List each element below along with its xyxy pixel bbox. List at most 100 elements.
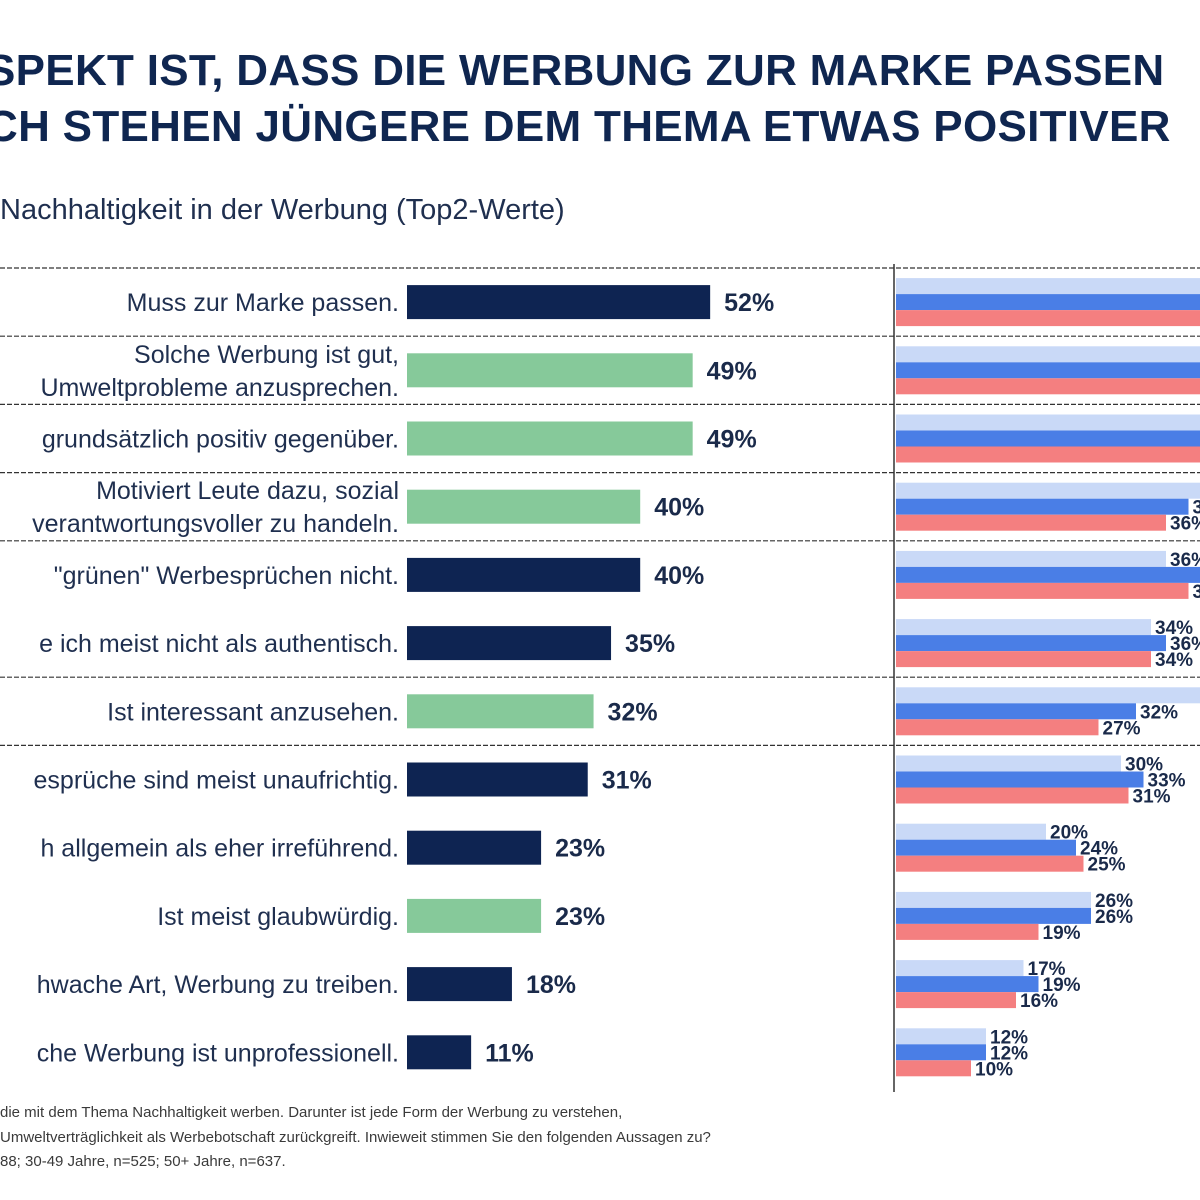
age-group-bar — [896, 514, 1166, 531]
total-value-label: 18% — [526, 971, 576, 999]
age-group-bar — [896, 719, 1099, 736]
age-group-bar — [896, 1028, 986, 1045]
age-group-bar — [896, 294, 1200, 311]
age-group-bar — [896, 566, 1200, 583]
age-group-value-label: 39% — [1193, 498, 1200, 519]
age-group-bar — [896, 823, 1046, 840]
age-group-bar — [896, 703, 1136, 720]
total-bar — [407, 898, 542, 933]
age-group-value-label: 31% — [1133, 787, 1171, 808]
total-bar — [407, 1035, 472, 1070]
statement-label: esprüche sind meist unaufrichtig. — [34, 767, 399, 795]
statement-label: e ich meist nicht als authentisch. — [39, 630, 399, 658]
total-value-label: 52% — [724, 289, 774, 317]
footnote-line-2: Umweltverträglichkeit als Werbebotschaft… — [0, 1129, 711, 1146]
total-bar — [407, 489, 641, 524]
statement-label: h allgemein als eher irreführend. — [40, 835, 399, 863]
footnote-line-3: 88; 30-49 Jahre, n=525; 50+ Jahre, n=637… — [0, 1153, 286, 1170]
statement-label: verantwortungsvoller zu handeln. — [32, 510, 399, 538]
total-bar — [407, 762, 588, 797]
age-group-bar — [896, 414, 1200, 431]
age-group-value-label: 20% — [1050, 823, 1088, 844]
total-value-label: 11% — [485, 1039, 534, 1067]
age-group-bar — [896, 362, 1200, 379]
statement-label: Solche Werbung ist gut, — [134, 341, 399, 369]
total-value-label: 23% — [555, 903, 605, 931]
age-group-bar — [896, 992, 1016, 1009]
age-group-value-label: 12% — [990, 1043, 1028, 1064]
total-value-label: 32% — [608, 698, 658, 726]
statement-label: Motiviert Leute dazu, sozial — [96, 477, 399, 505]
age-group-bar — [896, 960, 1024, 977]
age-group-value-label: 19% — [1043, 975, 1081, 996]
age-group-value-label: 36% — [1170, 550, 1200, 571]
total-value-label: 23% — [555, 835, 605, 863]
statement-label: Muss zur Marke passen. — [127, 289, 399, 317]
age-group-bar — [896, 891, 1091, 908]
age-group-bar — [896, 755, 1121, 772]
total-bar — [407, 830, 542, 865]
age-group-bar — [896, 923, 1039, 940]
statement-label: che Werbung ist unprofessionell. — [37, 1039, 399, 1067]
age-group-value-label: 32% — [1140, 702, 1178, 723]
age-group-value-label: 10% — [975, 1059, 1013, 1080]
total-bar — [407, 967, 512, 1002]
age-group-bar — [896, 619, 1151, 636]
statement-label: grundsätzlich positiv gegenüber. — [42, 426, 399, 454]
statement-label: Ist meist glaubwürdig. — [157, 903, 399, 931]
age-group-value-label: 19% — [1043, 923, 1081, 944]
age-group-value-label: 27% — [1103, 718, 1141, 739]
chart-subtitle: Nachhaltigkeit in der Werbung (Top2-Wert… — [0, 194, 565, 226]
statement-label: Ist interessant anzusehen. — [107, 698, 399, 726]
age-group-value-label: 17% — [1028, 959, 1066, 980]
age-group-bar — [896, 310, 1200, 327]
total-value-label: 49% — [707, 357, 757, 385]
age-group-value-label: 36% — [1170, 634, 1200, 655]
age-group-bar — [896, 446, 1200, 463]
total-bar — [407, 353, 693, 388]
age-group-bar — [896, 582, 1189, 599]
age-group-value-label: 25% — [1088, 855, 1126, 876]
age-group-bar — [896, 278, 1200, 295]
age-group-value-label: 39% — [1193, 582, 1200, 603]
age-group-value-label: 12% — [990, 1027, 1028, 1048]
page-title-line-1: SPEKT IST, DASS DIE WERBUNG ZUR MARKE PA… — [0, 46, 1165, 95]
age-group-value-label: 30% — [1125, 755, 1163, 776]
age-group-bar — [896, 1060, 971, 1077]
total-bar — [407, 557, 641, 592]
age-group-value-label: 34% — [1155, 618, 1193, 639]
total-bar — [407, 694, 594, 729]
age-group-value-label: 34% — [1155, 650, 1193, 671]
total-bar — [407, 285, 711, 320]
total-value-label: 31% — [602, 767, 652, 795]
age-group-value-label: 24% — [1080, 839, 1118, 860]
page-title-line-2: CH STEHEN JÜNGERE DEM THEMA ETWAS POSITI… — [0, 102, 1171, 151]
age-group-bar — [896, 855, 1084, 872]
total-value-label: 40% — [654, 562, 704, 590]
age-group-value-label: 16% — [1020, 991, 1058, 1012]
age-group-bar — [896, 787, 1129, 804]
age-group-bar — [896, 907, 1091, 924]
total-value-label: 49% — [707, 426, 757, 454]
age-group-value-label: 33% — [1148, 771, 1186, 792]
age-group-bar — [896, 482, 1200, 499]
statement-label: "grünen" Werbesprüchen nicht. — [54, 562, 399, 590]
age-group-value-label: 36% — [1170, 514, 1200, 535]
age-group-bar — [896, 976, 1039, 993]
age-group-value-label: 26% — [1095, 891, 1133, 912]
total-value-label: 35% — [625, 630, 675, 658]
footnote-line-1: die mit dem Thema Nachhaltigkeit werben.… — [0, 1104, 623, 1121]
total-value-label: 40% — [654, 494, 704, 522]
age-group-bar — [896, 1044, 986, 1061]
age-group-bar — [896, 651, 1151, 668]
age-group-bar — [896, 635, 1166, 652]
age-group-bar — [896, 839, 1076, 856]
age-group-bar — [896, 498, 1189, 515]
age-group-bar — [896, 378, 1200, 395]
age-group-bar — [896, 430, 1200, 447]
total-bar — [407, 421, 693, 456]
age-group-bar — [896, 771, 1144, 788]
age-group-bar — [896, 346, 1200, 363]
statement-label: Umweltprobleme anzusprechen. — [40, 374, 399, 402]
